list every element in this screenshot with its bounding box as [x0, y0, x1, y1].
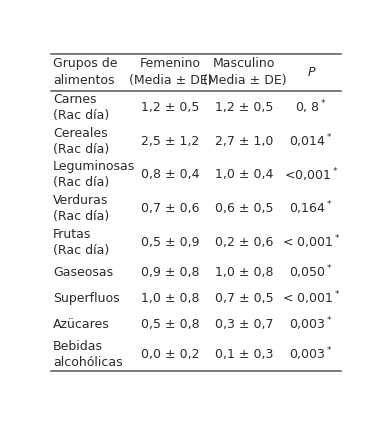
Text: Femenino
(Media ± DE): Femenino (Media ± DE)	[129, 57, 212, 87]
Text: Superfluos: Superfluos	[53, 292, 120, 305]
Text: < 0,001$^*$: < 0,001$^*$	[282, 233, 340, 251]
Text: Masculino
(Media ± DE): Masculino (Media ± DE)	[202, 57, 286, 87]
Text: 2,5 ± 1,2: 2,5 ± 1,2	[141, 135, 199, 148]
Text: 0,1 ± 0,3: 0,1 ± 0,3	[215, 348, 274, 361]
Text: Grupos de
alimentos: Grupos de alimentos	[53, 57, 118, 87]
Text: Cereales
(Rac día): Cereales (Rac día)	[53, 127, 109, 156]
Text: 1,0 ± 0,8: 1,0 ± 0,8	[141, 292, 200, 305]
Text: 0,6 ± 0,5: 0,6 ± 0,5	[215, 202, 274, 215]
Text: Verduras
(Rac día): Verduras (Rac día)	[53, 194, 109, 223]
Text: 0,050$^*$: 0,050$^*$	[289, 263, 333, 281]
Text: 1,0 ± 0,8: 1,0 ± 0,8	[215, 266, 274, 279]
Text: P: P	[308, 66, 315, 79]
Text: 2,7 ± 1,0: 2,7 ± 1,0	[215, 135, 274, 148]
Text: 0,8 ± 0,4: 0,8 ± 0,4	[141, 168, 200, 181]
Text: 0,164$^*$: 0,164$^*$	[289, 200, 333, 217]
Text: < 0,001$^*$: < 0,001$^*$	[282, 290, 340, 307]
Text: 0,7 ± 0,5: 0,7 ± 0,5	[215, 292, 274, 305]
Text: 0,7 ± 0,6: 0,7 ± 0,6	[141, 202, 200, 215]
Text: 0, 8$^*$: 0, 8$^*$	[295, 99, 327, 116]
Text: Leguminosas
(Rac día): Leguminosas (Rac día)	[53, 160, 135, 189]
Text: 0,2 ± 0,6: 0,2 ± 0,6	[215, 236, 274, 248]
Text: 1,2 ± 0,5: 1,2 ± 0,5	[141, 101, 199, 114]
Text: Carnes
(Rac día): Carnes (Rac día)	[53, 93, 109, 122]
Text: 1,0 ± 0,4: 1,0 ± 0,4	[215, 168, 274, 181]
Text: Azücares: Azücares	[53, 318, 110, 331]
Text: 0,9 ± 0,8: 0,9 ± 0,8	[141, 266, 200, 279]
Text: 0,0 ± 0,2: 0,0 ± 0,2	[141, 348, 200, 361]
Text: 0,5 ± 0,9: 0,5 ± 0,9	[141, 236, 200, 248]
Text: 0,014$^*$: 0,014$^*$	[289, 132, 333, 150]
Text: 0,3 ± 0,7: 0,3 ± 0,7	[215, 318, 274, 331]
Text: <0,001$^*$: <0,001$^*$	[284, 166, 338, 184]
Text: Bebidas
alcohólicas: Bebidas alcohólicas	[53, 340, 123, 369]
Text: 0,5 ± 0,8: 0,5 ± 0,8	[141, 318, 200, 331]
Text: Frutas
(Rac día): Frutas (Rac día)	[53, 228, 109, 256]
Text: 1,2 ± 0,5: 1,2 ± 0,5	[215, 101, 274, 114]
Text: 0,003$^*$: 0,003$^*$	[289, 346, 333, 363]
Text: Gaseosas: Gaseosas	[53, 266, 113, 279]
Text: 0,003$^*$: 0,003$^*$	[289, 316, 333, 333]
